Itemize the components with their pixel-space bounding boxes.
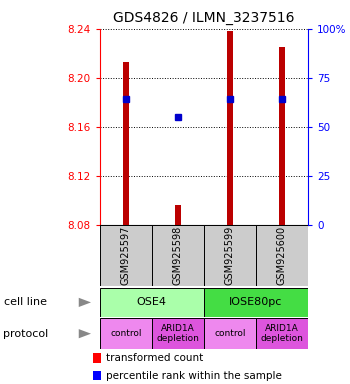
- Polygon shape: [79, 298, 91, 307]
- Bar: [122, 62, 129, 225]
- Bar: [100, 288, 204, 317]
- Text: protocol: protocol: [4, 329, 49, 339]
- Bar: [93, 353, 101, 363]
- Polygon shape: [79, 329, 91, 338]
- Bar: [204, 288, 308, 317]
- Bar: [152, 318, 204, 349]
- Text: control: control: [214, 329, 246, 338]
- Title: GDS4826 / ILMN_3237516: GDS4826 / ILMN_3237516: [113, 11, 295, 25]
- Bar: [204, 318, 256, 349]
- Bar: [204, 225, 256, 286]
- Text: control: control: [110, 329, 141, 338]
- Text: GSM925597: GSM925597: [121, 226, 131, 285]
- Text: IOSE80pc: IOSE80pc: [229, 297, 282, 308]
- Bar: [256, 225, 308, 286]
- Bar: [227, 31, 233, 225]
- Text: ARID1A
depletion: ARID1A depletion: [156, 324, 199, 343]
- Bar: [256, 318, 308, 349]
- Text: percentile rank within the sample: percentile rank within the sample: [106, 371, 281, 381]
- Text: ARID1A
depletion: ARID1A depletion: [260, 324, 303, 343]
- Text: GSM925599: GSM925599: [225, 226, 235, 285]
- Text: GSM925598: GSM925598: [173, 226, 183, 285]
- Text: OSE4: OSE4: [137, 297, 167, 308]
- Bar: [100, 225, 152, 286]
- Bar: [279, 47, 285, 225]
- Bar: [100, 318, 152, 349]
- Bar: [175, 205, 181, 225]
- Bar: [152, 225, 204, 286]
- Text: transformed count: transformed count: [106, 353, 203, 363]
- Text: GSM925600: GSM925600: [277, 226, 287, 285]
- Text: cell line: cell line: [4, 297, 47, 308]
- Bar: [93, 371, 101, 381]
